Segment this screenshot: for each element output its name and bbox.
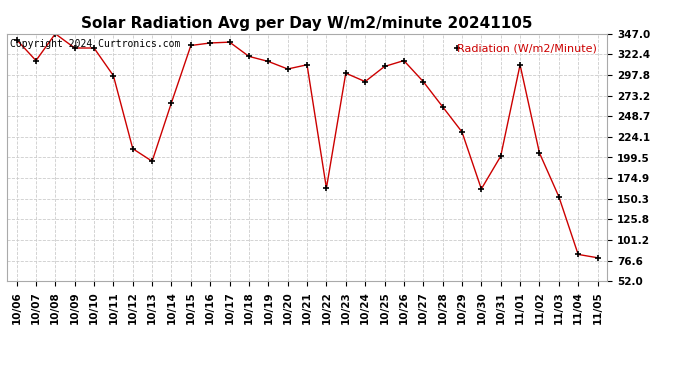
Radiation (W/m2/Minute) [284,67,292,71]
Radiation (W/m2/Minute) [497,154,505,159]
Radiation (W/m2/Minute) [361,80,369,84]
Radiation (W/m2/Minute) [70,46,79,50]
Radiation (W/m2/Minute) [516,63,524,67]
Radiation (W/m2/Minute) [128,147,137,151]
Radiation (W/m2/Minute) [303,63,311,67]
Legend: Radiation (W/m2/Minute): Radiation (W/m2/Minute) [453,39,602,58]
Radiation (W/m2/Minute) [109,74,117,78]
Radiation (W/m2/Minute) [400,58,408,63]
Radiation (W/m2/Minute) [593,255,602,260]
Radiation (W/m2/Minute) [148,159,156,164]
Radiation (W/m2/Minute) [206,41,215,45]
Radiation (W/m2/Minute) [477,187,486,191]
Radiation (W/m2/Minute) [168,100,176,105]
Radiation (W/m2/Minute) [51,32,59,36]
Radiation (W/m2/Minute) [187,43,195,48]
Radiation (W/m2/Minute) [245,54,253,58]
Title: Solar Radiation Avg per Day W/m2/minute 20241105: Solar Radiation Avg per Day W/m2/minute … [81,16,533,31]
Radiation (W/m2/Minute) [555,194,563,199]
Radiation (W/m2/Minute) [226,40,234,44]
Radiation (W/m2/Minute) [322,186,331,190]
Radiation (W/m2/Minute) [342,71,350,75]
Radiation (W/m2/Minute) [380,64,388,69]
Radiation (W/m2/Minute) [264,59,273,64]
Text: Copyright 2024 Curtronics.com: Copyright 2024 Curtronics.com [10,39,180,49]
Radiation (W/m2/Minute) [438,105,446,109]
Radiation (W/m2/Minute) [574,252,582,257]
Radiation (W/m2/Minute) [32,58,40,63]
Line: Radiation (W/m2/Minute): Radiation (W/m2/Minute) [13,30,601,261]
Radiation (W/m2/Minute) [419,80,427,84]
Radiation (W/m2/Minute) [12,38,21,42]
Radiation (W/m2/Minute) [535,151,544,155]
Radiation (W/m2/Minute) [90,46,98,50]
Radiation (W/m2/Minute) [458,130,466,134]
